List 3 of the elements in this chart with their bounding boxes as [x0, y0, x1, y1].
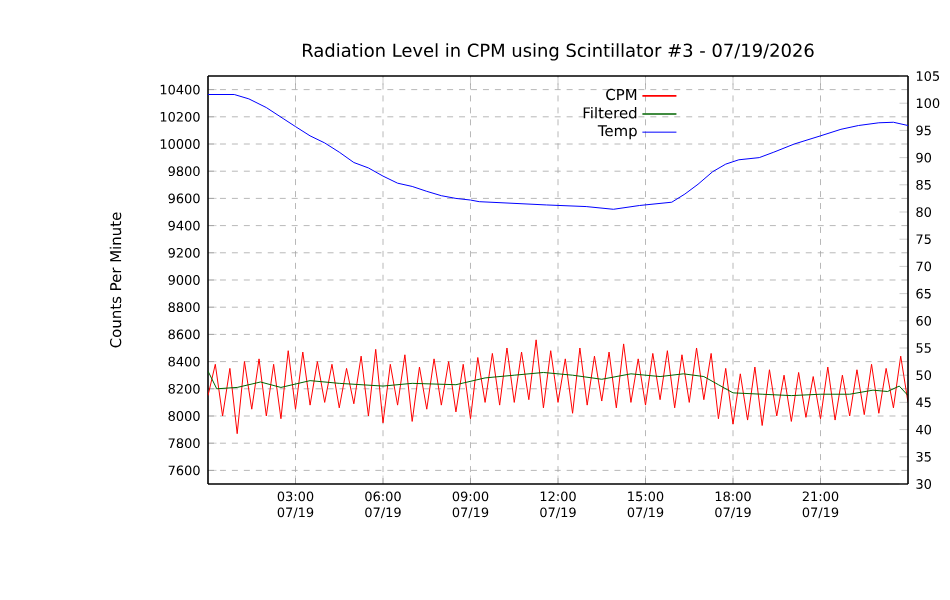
line-series	[208, 339, 909, 435]
line-series	[208, 370, 909, 397]
chart-title: Radiation Level in CPM using Scintillator #3 - 07/19/2026	[303, 43, 814, 61]
